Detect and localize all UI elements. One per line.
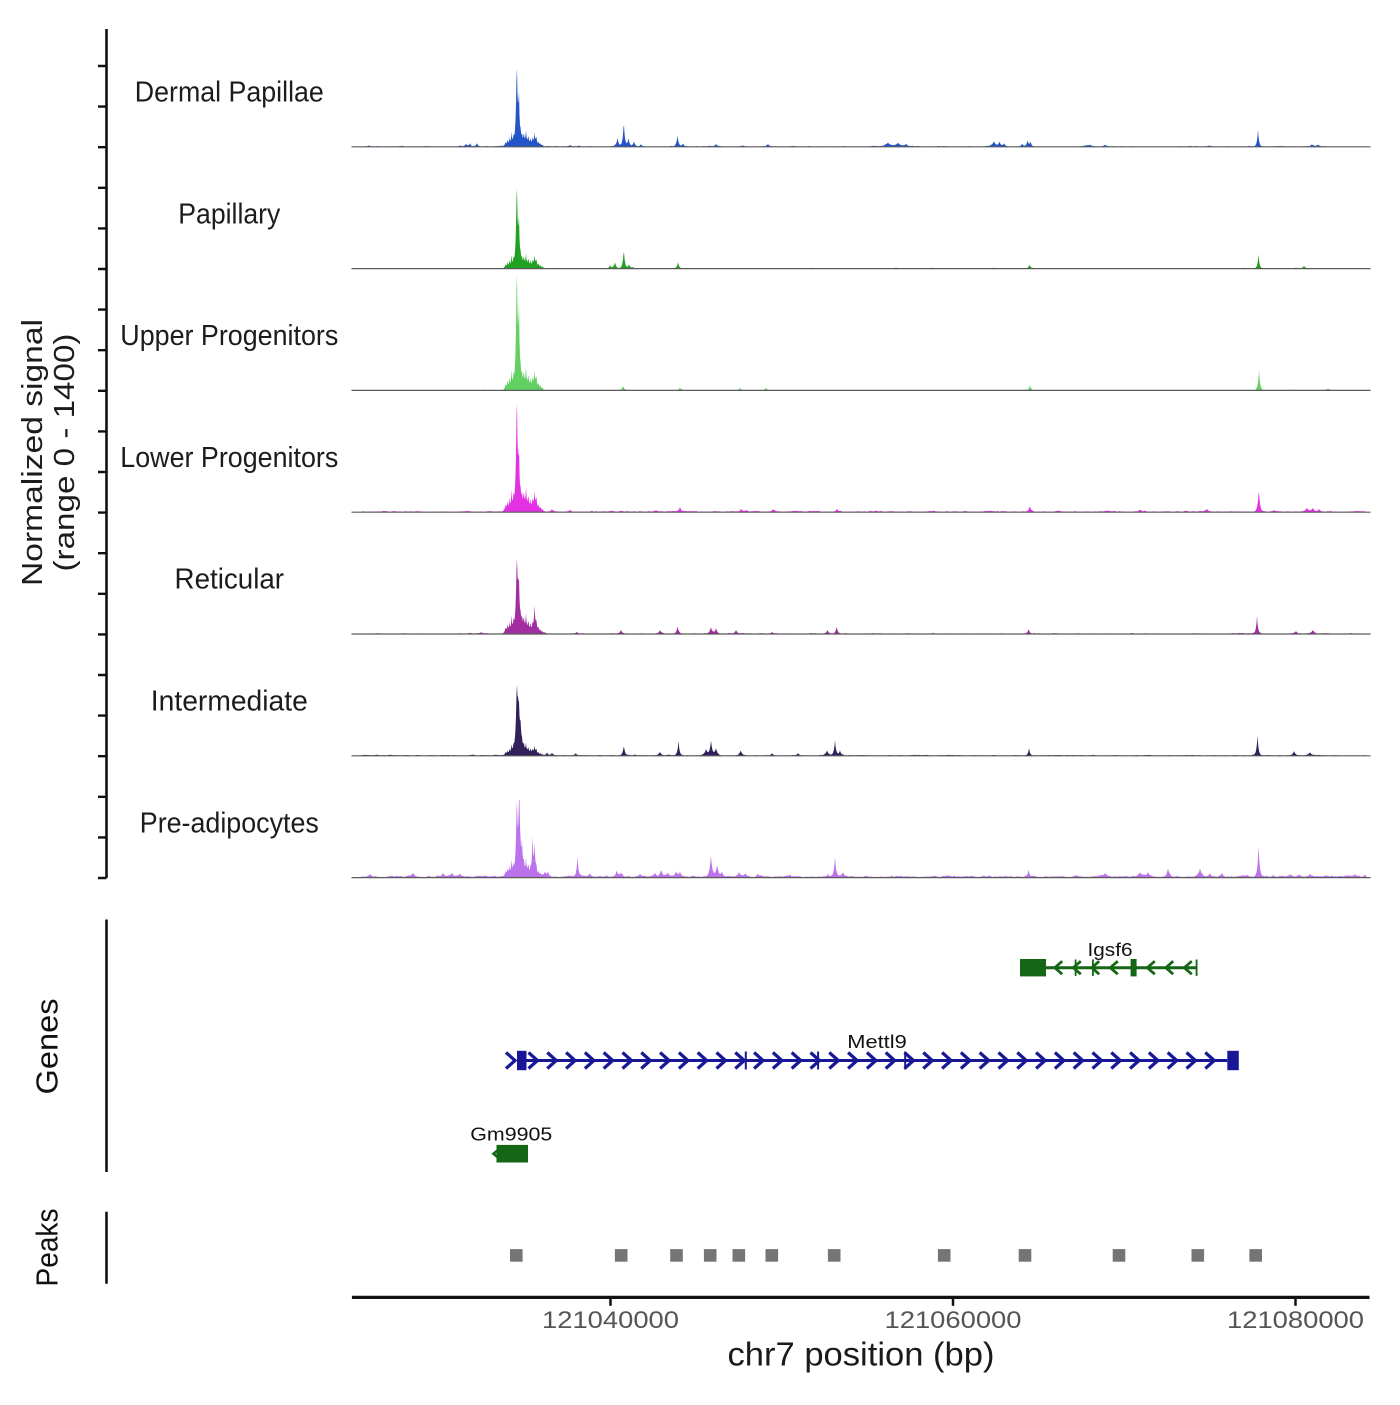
svg-text:chr7 position (bp): chr7 position (bp) [728, 1337, 995, 1374]
svg-text:Gm9905: Gm9905 [470, 1124, 552, 1145]
svg-text:Lower Progenitors: Lower Progenitors [120, 442, 338, 474]
svg-text:(range 0 - 1400): (range 0 - 1400) [49, 334, 81, 572]
svg-text:Dermal Papillae: Dermal Papillae [135, 77, 324, 109]
svg-text:121080000: 121080000 [1227, 1307, 1364, 1334]
svg-text:Genes: Genes [30, 999, 65, 1095]
svg-text:Mettl9: Mettl9 [847, 1031, 907, 1052]
svg-text:121060000: 121060000 [885, 1307, 1022, 1334]
svg-text:Pre-adipocytes: Pre-adipocytes [140, 807, 319, 839]
svg-text:Reticular: Reticular [175, 564, 285, 596]
svg-text:Normalized signal: Normalized signal [17, 319, 49, 586]
svg-text:121040000: 121040000 [542, 1307, 679, 1334]
svg-text:Peaks: Peaks [30, 1209, 65, 1287]
svg-text:Intermediate: Intermediate [151, 686, 308, 718]
svg-text:Papillary: Papillary [178, 198, 281, 230]
svg-text:Igsf6: Igsf6 [1088, 939, 1133, 960]
svg-text:Upper Progenitors: Upper Progenitors [120, 320, 338, 352]
